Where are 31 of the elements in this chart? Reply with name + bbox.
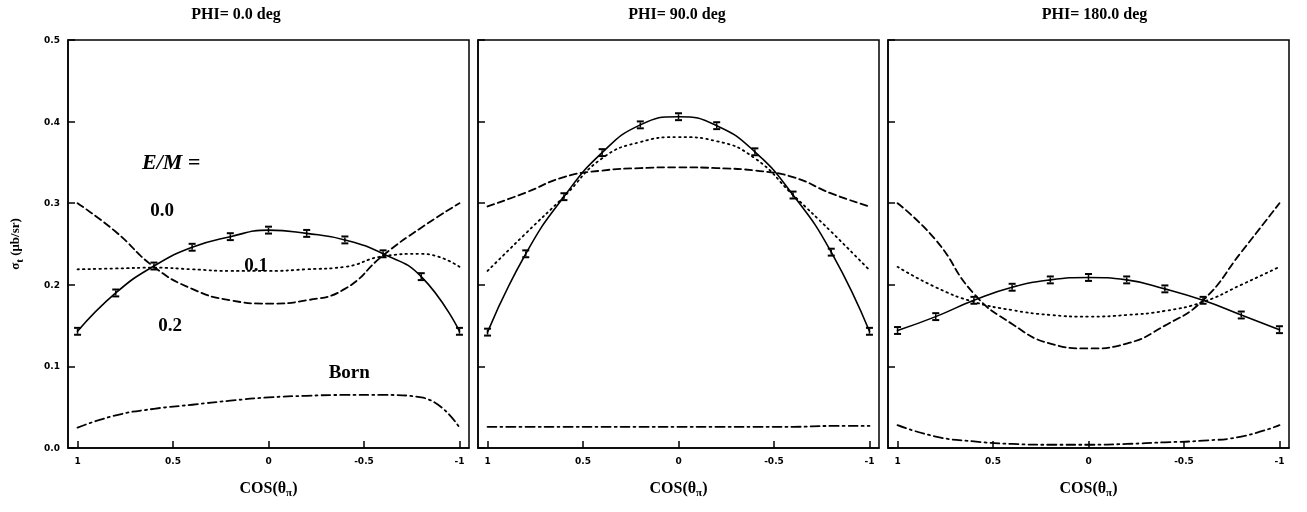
x-tick-label: -0.5 [354, 455, 374, 466]
x-tick-label: 0.5 [575, 455, 591, 466]
series-label: Born [328, 361, 371, 383]
chart-title: PHI= 90.0 deg [628, 4, 726, 23]
x-tick-label: 1 [74, 455, 81, 466]
y-tick-label: 0.5 [44, 35, 60, 45]
y-axis-title: σt (μb/sr) [7, 218, 25, 270]
series-label: 0.1 [244, 254, 269, 276]
y-tick-label: 0.3 [44, 198, 60, 209]
line-series [76, 394, 461, 429]
x-tick-label: 0.5 [985, 455, 1001, 466]
x-tick-label: 0 [1085, 455, 1092, 466]
x-tick-label: -1 [1274, 455, 1285, 466]
legend-title: E/M = [141, 148, 201, 174]
y-tick-label: 0.1 [44, 361, 60, 372]
x-tick-label: 1 [894, 455, 901, 466]
x-tick-label: -0.5 [1174, 455, 1194, 466]
y-tick-label: 0.2 [44, 279, 60, 290]
series-label: 0.0 [150, 198, 175, 220]
chart-title: PHI= 180.0 deg [1041, 4, 1148, 23]
y-tick-label: 0.0 [44, 443, 60, 453]
x-tick-label: 0 [675, 455, 682, 466]
x-tick-label: -1 [864, 455, 875, 466]
chart-title: PHI= 0.0 deg [191, 4, 281, 23]
x-tick-label: -1 [454, 455, 465, 466]
x-tick-label: 1 [484, 455, 491, 466]
y-tick-label: 0.4 [44, 116, 60, 127]
x-tick-label: 0 [265, 455, 272, 466]
x-tick-label: 0.5 [165, 455, 181, 466]
series-label: 0.2 [158, 314, 183, 336]
x-tick-label: -0.5 [764, 455, 784, 466]
